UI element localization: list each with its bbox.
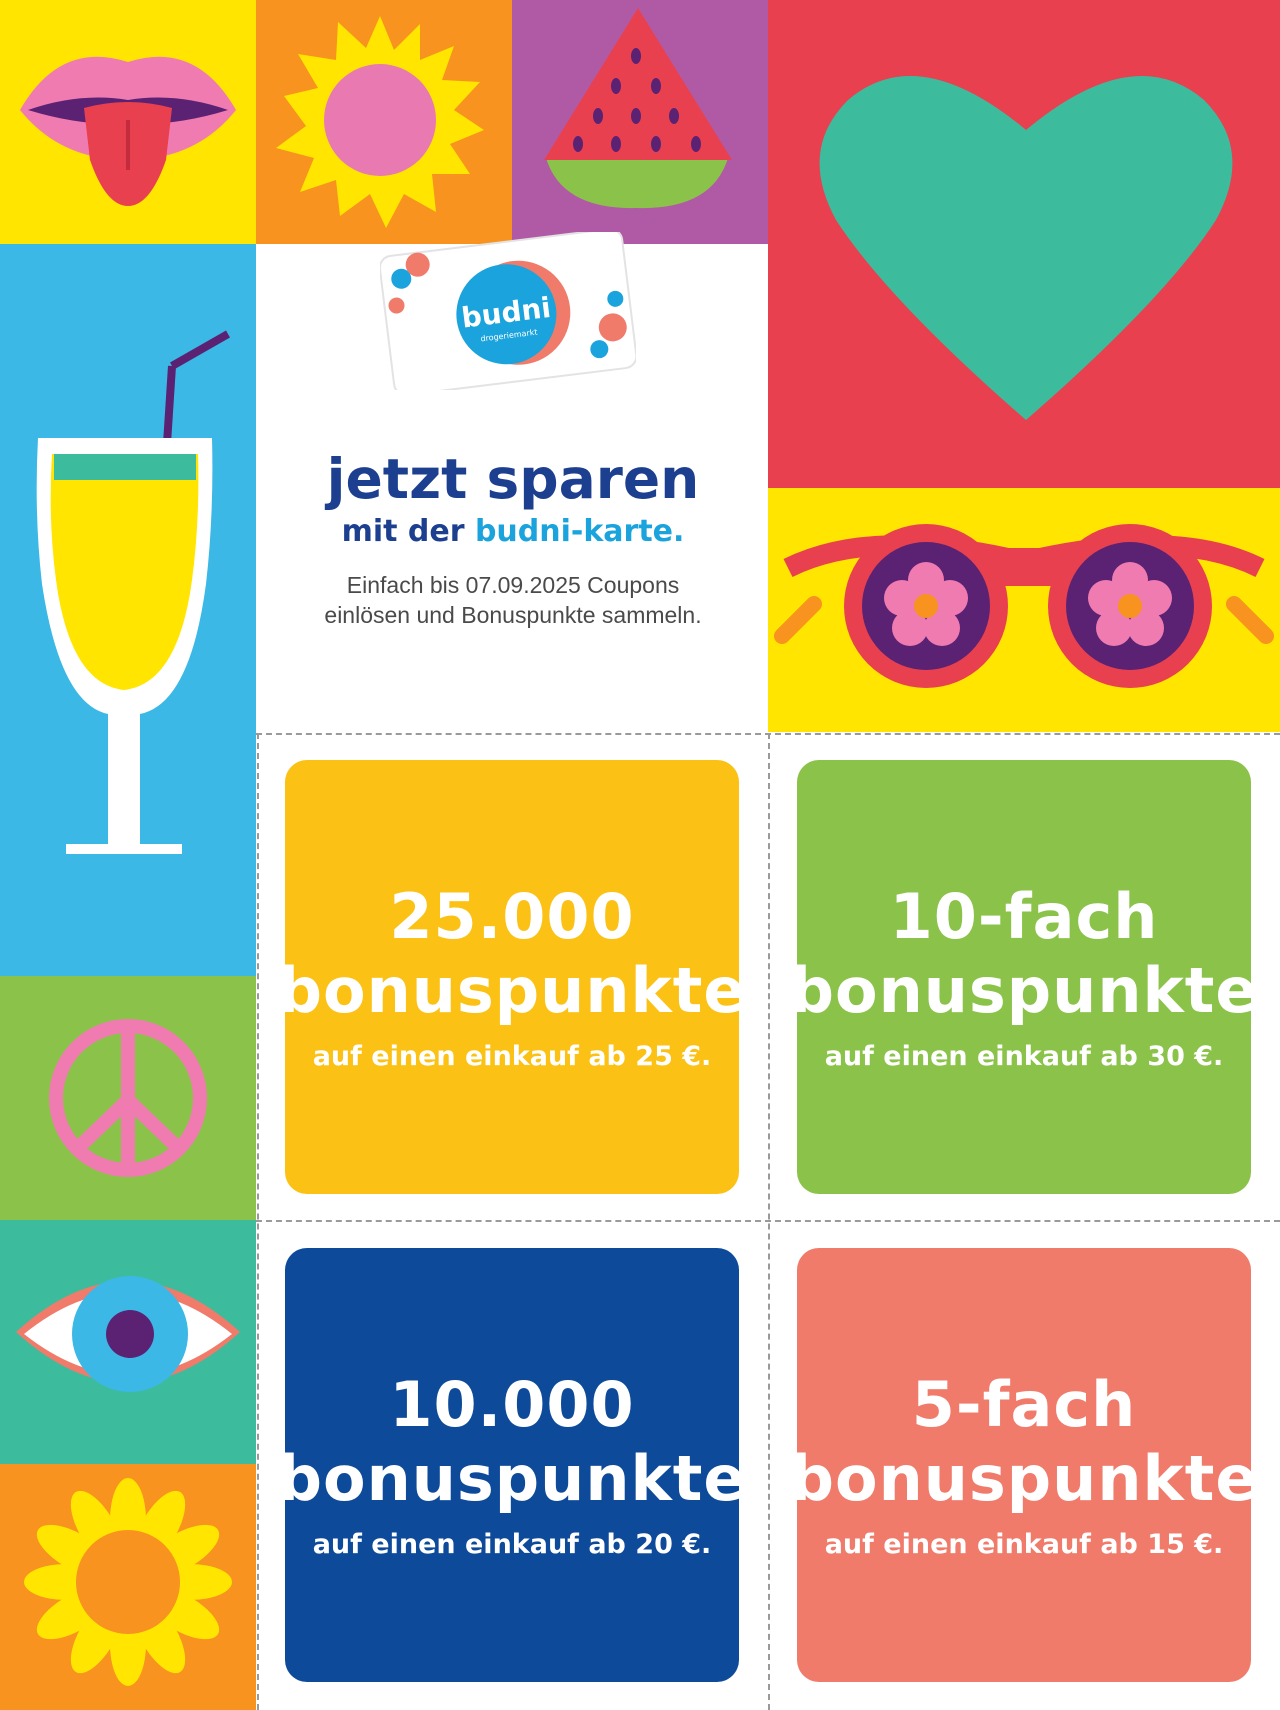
coupon-condition: auf einen einkauf ab 30 €. bbox=[824, 1041, 1224, 1072]
sun-icon bbox=[276, 16, 484, 228]
headline-description-line1: Einfach bis 07.09.2025 Coupons bbox=[346, 572, 680, 598]
headline-subtitle-prefix: mit der bbox=[341, 514, 475, 549]
headline-subtitle: mit der budni-karte. bbox=[258, 512, 768, 552]
sun-tile bbox=[256, 0, 512, 244]
cut-line-left bbox=[257, 733, 259, 1710]
coupon-unit: bonuspunkte bbox=[789, 954, 1259, 1027]
lips-tile bbox=[0, 0, 256, 244]
coupon-value: 25.000 bbox=[389, 880, 635, 953]
headline-description: Einfach bis 07.09.2025 Coupons einlösen … bbox=[258, 570, 768, 630]
cocktail-icon bbox=[36, 330, 230, 854]
coupon-10000-bonuspunkte[interactable]: 10.000 bonuspunkte auf einen einkauf ab … bbox=[278, 1248, 745, 1682]
eye-tile bbox=[0, 1220, 256, 1464]
coupon-value: 10-fach bbox=[889, 880, 1159, 953]
coupon-5-fach-bonuspunkte[interactable]: 5-fach bonuspunkte auf einen einkauf ab … bbox=[790, 1248, 1257, 1682]
peace-icon bbox=[49, 1019, 207, 1177]
flower-tile bbox=[0, 1464, 256, 1710]
sunglasses-tile bbox=[768, 488, 1280, 732]
headline-subtitle-accent: budni-karte. bbox=[474, 514, 685, 549]
peace-tile bbox=[0, 976, 256, 1220]
sunglasses-icon bbox=[774, 524, 1274, 688]
budni-card-icon: budni drogeriemarkt bbox=[380, 232, 636, 390]
cut-line-center bbox=[768, 733, 770, 1710]
heart-tile bbox=[768, 0, 1280, 488]
eye-icon bbox=[16, 1276, 240, 1392]
watermelon-tile bbox=[512, 0, 768, 244]
headline-block: jetzt sparen mit der budni-karte. Einfac… bbox=[258, 446, 768, 630]
coupon-unit: bonuspunkte bbox=[277, 1442, 747, 1515]
headline-description-line2: einlösen und Bonuspunkte sammeln. bbox=[324, 602, 702, 628]
coupon-condition: auf einen einkauf ab 20 €. bbox=[312, 1529, 712, 1560]
watermelon-icon bbox=[544, 8, 732, 209]
cocktail-tile bbox=[0, 244, 256, 976]
coupon-unit: bonuspunkte bbox=[789, 1442, 1259, 1515]
coupon-value: 5-fach bbox=[911, 1368, 1137, 1441]
lips-icon bbox=[20, 56, 236, 206]
coupon-unit: bonuspunkte bbox=[277, 954, 747, 1027]
coupon-condition: auf einen einkauf ab 15 €. bbox=[824, 1529, 1224, 1560]
coupon-condition: auf einen einkauf ab 25 €. bbox=[312, 1041, 712, 1072]
flower-icon bbox=[24, 1478, 232, 1686]
heart-icon bbox=[819, 76, 1233, 420]
coupon-10-fach-bonuspunkte[interactable]: 10-fach bonuspunkte auf einen einkauf ab… bbox=[790, 760, 1257, 1194]
coupon-value: 10.000 bbox=[389, 1368, 635, 1441]
headline-title: jetzt sparen bbox=[326, 447, 700, 511]
coupon-25000-bonuspunkte[interactable]: 25.000 bonuspunkte auf einen einkauf ab … bbox=[278, 760, 745, 1194]
